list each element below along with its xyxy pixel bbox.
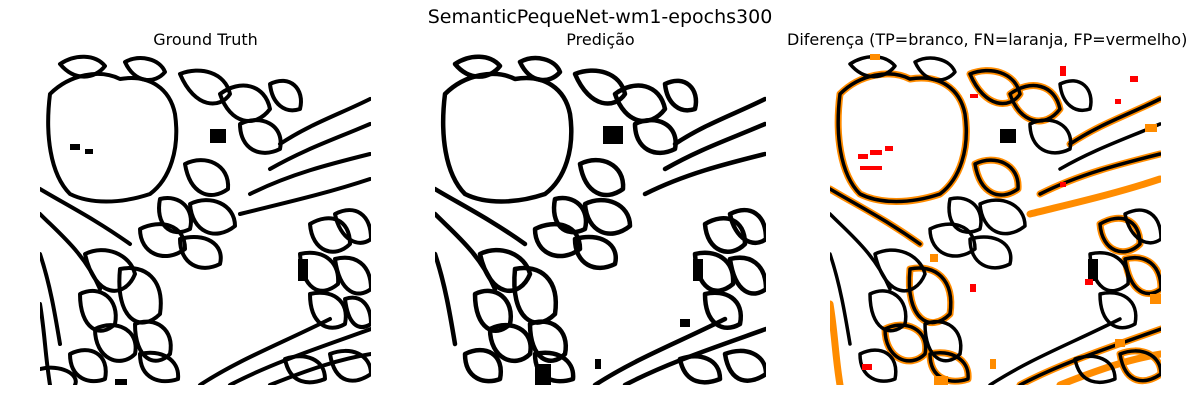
ground-truth-image	[40, 54, 371, 385]
ground-truth-title: Ground Truth	[153, 30, 258, 49]
figure-title: SemanticPequeNet-wm1-epochs300	[427, 6, 773, 28]
ground-truth-panel: Ground Truth	[40, 29, 371, 385]
difference-title: Diferença (TP=branco, FN=laranja, FP=ver…	[787, 30, 1188, 49]
prediction-panel: Predição	[435, 29, 766, 385]
prediction-image	[435, 54, 766, 385]
prediction-title: Predição	[566, 30, 635, 49]
difference-image	[830, 54, 1161, 385]
difference-panel: Diferença (TP=branco, FN=laranja, FP=ver…	[787, 29, 1187, 385]
